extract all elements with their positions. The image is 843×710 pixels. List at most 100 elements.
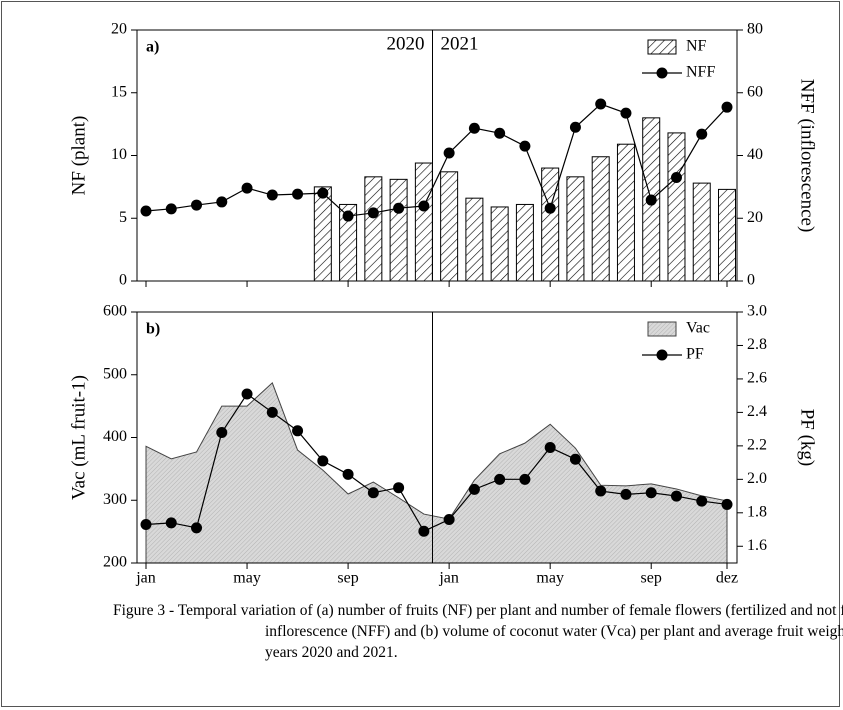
y2-tick-label: 0 <box>747 272 755 289</box>
point <box>292 188 304 200</box>
year-annotation: 2021 <box>441 33 479 54</box>
bar <box>440 171 459 282</box>
bar <box>667 132 686 282</box>
legend-swatch <box>656 349 668 361</box>
bar <box>515 203 534 282</box>
bar <box>616 143 635 282</box>
y2-tick-label: 2.4 <box>747 403 767 420</box>
point <box>165 517 177 529</box>
point <box>393 482 405 494</box>
y2-tick-label: 2.8 <box>747 336 767 353</box>
bar <box>465 197 484 282</box>
y-tick-label: 500 <box>103 365 127 382</box>
y2-tick-label: 1.8 <box>747 503 767 520</box>
y2-tick-label: 60 <box>747 83 763 100</box>
point <box>140 205 152 217</box>
point <box>317 455 329 467</box>
point <box>468 122 480 134</box>
x-tick-label: sep <box>641 570 662 587</box>
y2-axis-title: PF (kg) <box>797 409 818 467</box>
point <box>317 187 329 199</box>
point <box>393 202 405 214</box>
x-tick-label: dez <box>716 570 738 587</box>
point <box>494 473 506 485</box>
bar <box>692 182 711 282</box>
panel-label: a) <box>146 39 159 56</box>
bar <box>541 167 560 282</box>
x-tick-label: jan <box>135 570 156 587</box>
bar <box>313 186 332 282</box>
y-tick-label: 15 <box>111 83 127 100</box>
bar <box>364 176 383 282</box>
area <box>145 382 728 564</box>
point <box>468 483 480 495</box>
point <box>595 485 607 497</box>
point <box>342 468 354 480</box>
point <box>165 203 177 215</box>
point <box>443 513 455 525</box>
point <box>443 147 455 159</box>
point <box>216 426 228 438</box>
legend-label: Vac <box>686 320 710 337</box>
bar <box>591 156 610 282</box>
point <box>216 196 228 208</box>
point <box>140 519 152 531</box>
point <box>342 210 354 222</box>
point <box>241 388 253 400</box>
point <box>266 189 278 201</box>
point <box>569 121 581 133</box>
line <box>145 103 728 217</box>
y2-tick-label: 3.0 <box>747 303 767 320</box>
bar <box>414 162 433 282</box>
y-axis-title: NF (plant) <box>68 116 89 196</box>
y2-tick-label: 1.6 <box>747 537 767 554</box>
legend-swatch <box>647 321 677 337</box>
point <box>620 488 632 500</box>
point <box>266 406 278 418</box>
y-tick-label: 300 <box>103 491 127 508</box>
point <box>367 487 379 499</box>
y2-axis-title: NFF (inflorescence) <box>797 79 818 233</box>
legend-label: NFF <box>686 64 715 81</box>
bar <box>566 176 585 282</box>
y-axis-title: Vac (mL fruit-1) <box>68 375 89 500</box>
point <box>721 498 733 510</box>
x-tick-label: may <box>536 570 564 587</box>
point <box>191 522 203 534</box>
point <box>670 171 682 183</box>
legend-label: PF <box>686 346 704 363</box>
y-tick-label: 0 <box>119 272 127 289</box>
y2-tick-label: 40 <box>747 146 763 163</box>
point <box>696 128 708 140</box>
point <box>494 127 506 139</box>
point <box>569 453 581 465</box>
point <box>241 182 253 194</box>
point <box>670 490 682 502</box>
point <box>191 199 203 211</box>
point <box>595 98 607 110</box>
point <box>544 202 556 214</box>
x-tick-label: may <box>233 570 261 587</box>
point <box>544 442 556 454</box>
legend-swatch <box>656 67 668 79</box>
point <box>645 487 657 499</box>
point <box>645 194 657 206</box>
point <box>721 101 733 113</box>
y-tick-label: 600 <box>103 303 127 320</box>
point <box>418 525 430 537</box>
point <box>292 425 304 437</box>
point <box>519 140 531 152</box>
point <box>620 107 632 119</box>
x-tick-label: jan <box>438 570 459 587</box>
x-tick-label: sep <box>337 570 358 587</box>
y2-tick-label: 2.6 <box>747 370 767 387</box>
caption: Figure 3 - Temporal variation of (a) num… <box>113 602 843 661</box>
bar <box>389 178 408 282</box>
y-tick-label: 5 <box>119 209 127 226</box>
legend-label: NF <box>686 38 707 55</box>
y2-tick-label: 20 <box>747 209 763 226</box>
y-tick-label: 20 <box>111 21 127 38</box>
